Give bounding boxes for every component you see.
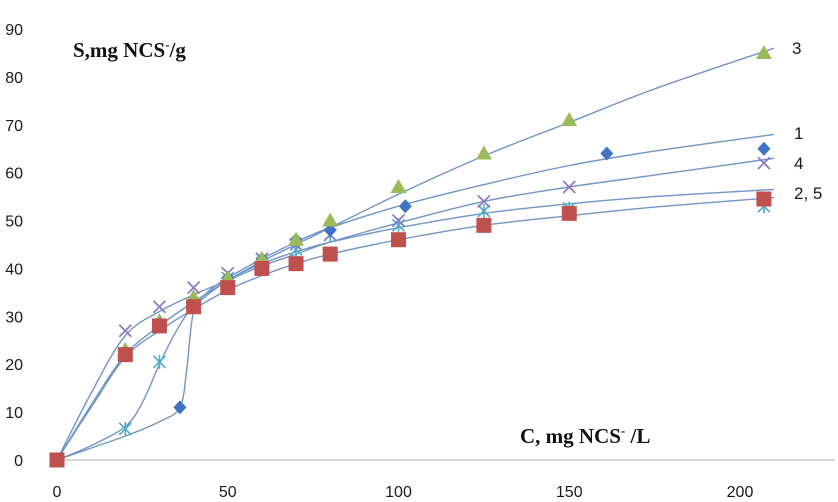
y-tick-label: 90 [5,22,23,39]
curve-label-2-5: 2, 5 [794,184,822,203]
data-point-series-5 [477,203,491,218]
data-points [49,44,772,468]
data-point-series-3 [561,111,578,126]
data-point-series-3 [390,179,407,194]
data-point-series-4 [757,156,771,170]
y-tick-label: 10 [5,405,23,422]
data-point-series-1 [323,223,337,238]
fit-curve-4 [56,157,775,461]
x-tick-label: 100 [385,484,412,501]
x-tick-label: 150 [556,484,583,501]
y-tick-label: 60 [5,166,23,183]
data-point-series-4 [477,194,491,209]
data-point-series-3 [288,231,305,246]
data-point-series-4 [391,213,406,228]
y-axis-title-main: S,mg NCS [73,38,165,62]
data-point-series-1 [600,146,614,161]
y-tick-labels: 0 10 20 30 40 50 60 70 80 90 [5,22,23,470]
fit-curve-3 [56,47,775,461]
data-point-series-1 [398,199,412,214]
y-tick-label: 20 [5,357,23,374]
y-tick-label: 0 [14,453,23,470]
y-tick-label: 30 [5,309,23,326]
y-axis-title-unit: /g [169,38,187,62]
data-point-series-2 [391,232,406,248]
data-point-series-4 [562,180,576,194]
data-point-series-2 [49,452,65,468]
x-axis-title-unit: /L [625,424,650,448]
x-axis-title-superscript: - [621,423,625,438]
y-axis-title: S,mg NCS-/g [73,37,186,62]
data-point-series-2 [117,347,133,363]
data-point-series-4 [152,300,167,314]
x-tick-label: 50 [219,484,237,501]
data-point-series-1 [173,400,187,415]
y-tick-label: 40 [5,261,23,278]
data-point-series-2 [476,217,492,233]
data-point-series-2 [561,205,577,221]
data-point-series-3 [475,145,492,160]
x-tick-label: 0 [53,484,62,501]
y-tick-label: 80 [5,70,23,87]
data-point-series-4 [186,280,201,295]
y-axis-title-superscript: - [165,37,169,52]
curve-label-1: 1 [794,124,803,143]
x-tick-labels: 0 50 100 150 200 [53,484,754,501]
data-point-series-2 [151,318,167,334]
data-point-series-5 [118,421,132,436]
data-point-series-2 [220,280,236,296]
fit-curve-1 [56,133,775,461]
data-point-series-1 [757,141,771,156]
data-point-series-2 [186,299,202,315]
y-tick-label: 50 [5,214,23,231]
data-point-series-4 [118,324,132,338]
data-point-series-3 [322,212,339,227]
x-axis-title-main: C, mg NCS [520,424,621,448]
data-point-series-2 [254,260,270,276]
curve-label-4: 4 [794,154,803,173]
y-tick-label: 70 [5,118,23,135]
data-point-series-3 [755,44,772,59]
data-point-series-2 [322,246,338,262]
data-point-series-2 [756,191,772,207]
curve-label-3: 3 [792,39,801,58]
data-point-series-5 [152,354,167,369]
data-point-series-2 [288,256,304,272]
x-axis-title: C, mg NCS- /L [520,423,650,448]
fitted-curves [56,47,775,461]
x-tick-label: 200 [727,484,754,501]
